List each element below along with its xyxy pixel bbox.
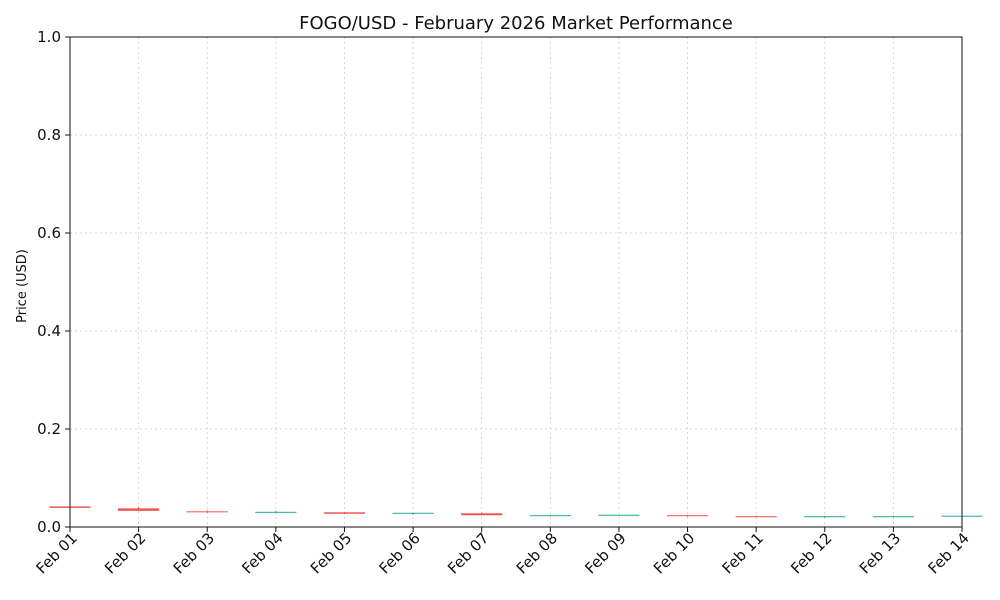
candle-body: [461, 513, 503, 516]
candle-body: [186, 511, 228, 513]
candle: [804, 515, 846, 518]
candle: [872, 515, 914, 518]
candle-body: [872, 516, 914, 518]
y-tick-label: 0.0: [37, 518, 61, 536]
y-axis-ticks: 0.0 0.2 0.4 0.6 0.8 1.0: [37, 28, 70, 536]
candle-body: [804, 516, 846, 518]
chart-title: FOGO/USD - February 2026 Market Performa…: [299, 13, 733, 34]
x-tick-label: Feb 13: [856, 529, 904, 577]
candle: [186, 510, 228, 513]
grid-lines: [70, 37, 962, 527]
candle-body: [255, 511, 297, 513]
y-tick-label: 1.0: [37, 28, 61, 46]
candle: [529, 514, 571, 517]
x-tick-label: Feb 11: [719, 529, 767, 577]
x-tick-label: Feb 09: [581, 529, 629, 577]
candle: [323, 511, 366, 515]
x-tick-label: Feb 02: [101, 529, 149, 577]
x-tick-label: Feb 04: [238, 529, 286, 577]
y-tick-label: 0.2: [37, 420, 61, 438]
candle: [461, 512, 503, 516]
candle: [735, 515, 777, 518]
candle-body: [666, 515, 709, 517]
x-tick-label: Feb 03: [170, 529, 218, 577]
candles: [49, 505, 983, 518]
x-tick-label: Feb 06: [376, 529, 424, 577]
candle-body: [118, 508, 160, 511]
candle-body: [598, 514, 640, 516]
x-tick-label: Feb 14: [924, 529, 972, 577]
candle: [666, 514, 709, 517]
candle-body: [529, 515, 571, 517]
plot-frame: [69, 36, 963, 528]
x-tick-label: Feb 07: [444, 529, 492, 577]
candle: [392, 512, 434, 515]
y-axis-label: Price (USD): [15, 249, 30, 323]
x-tick-label: Feb 05: [307, 529, 355, 577]
x-tick-label: Feb 08: [513, 529, 561, 577]
x-tick-label: Feb 01: [32, 529, 80, 577]
x-tick-label: Feb 12: [787, 529, 835, 577]
y-tick-label: 0.8: [37, 126, 61, 144]
x-tick-label: Feb 10: [650, 529, 698, 577]
x-axis-ticks: Feb 01 Feb 02 Feb 03 Feb 04 Feb 05 Feb 06 Feb …: [32, 527, 973, 577]
candle-body: [735, 516, 777, 518]
candle: [598, 514, 640, 516]
y-tick-label: 0.6: [37, 224, 61, 242]
candle-body: [323, 512, 366, 514]
candle-body: [392, 512, 434, 514]
y-tick-label: 0.4: [37, 322, 61, 340]
candle: [118, 506, 160, 512]
candle: [255, 510, 297, 514]
